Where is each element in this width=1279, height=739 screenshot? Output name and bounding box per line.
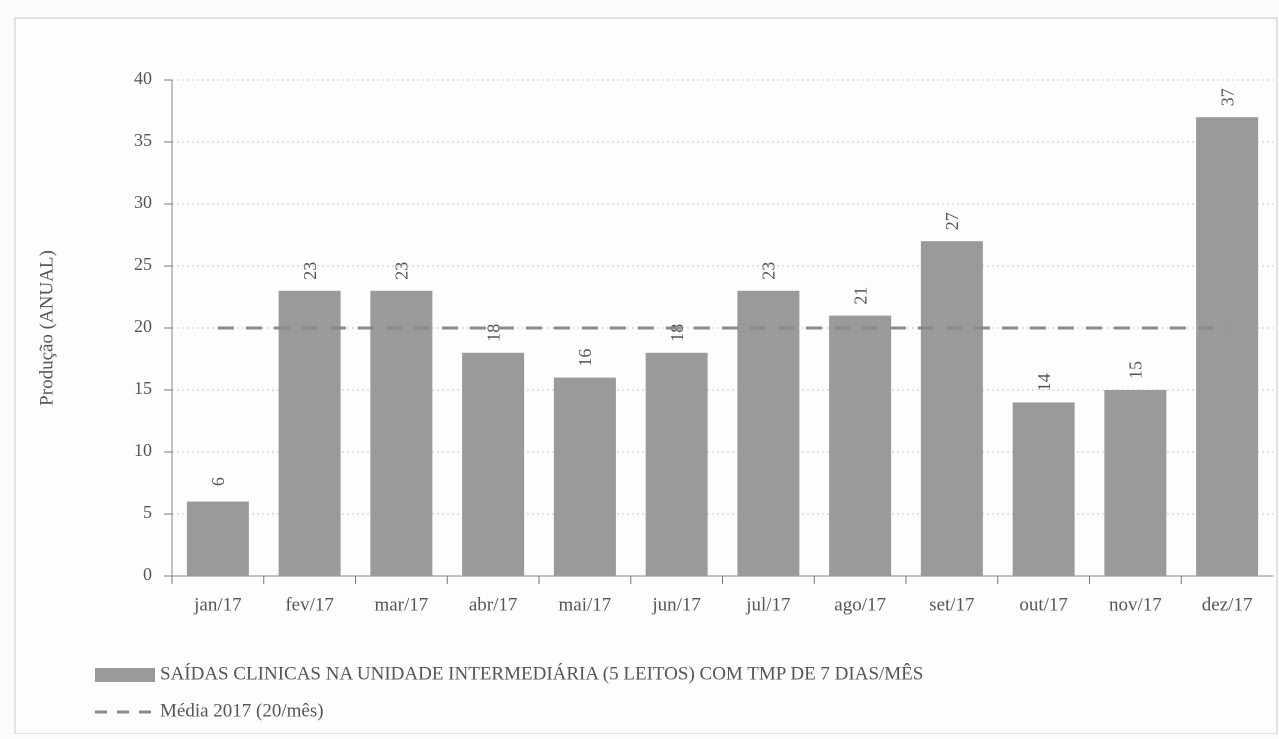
bar	[829, 315, 892, 576]
y-tick-label: 20	[134, 316, 152, 336]
legend-label: SAÍDAS CLINICAS NA UNIDADE INTERMEDIÁRIA…	[160, 662, 923, 684]
y-tick-label: 40	[134, 68, 152, 88]
data-label: 6	[208, 477, 228, 486]
data-label: 23	[300, 262, 320, 280]
data-label: 16	[575, 349, 595, 367]
bar	[920, 241, 983, 576]
x-tick-label: jul/17	[745, 594, 790, 615]
bar	[278, 290, 341, 576]
bar	[1104, 390, 1167, 576]
y-tick-label: 35	[134, 130, 152, 150]
x-tick-label: ago/17	[834, 594, 886, 615]
y-tick-label: 0	[143, 564, 152, 584]
x-tick-label: set/17	[929, 594, 974, 615]
bar	[1012, 402, 1075, 576]
data-label: 23	[759, 262, 779, 280]
x-tick-label: mar/17	[374, 594, 428, 615]
data-label: 27	[942, 212, 962, 230]
legend-label: Média 2017 (20/mês)	[160, 700, 324, 721]
y-tick-label: 25	[134, 254, 152, 274]
bar	[462, 352, 525, 576]
data-label: 15	[1126, 361, 1146, 379]
x-tick-label: jun/17	[651, 594, 701, 615]
bar	[737, 290, 800, 576]
y-tick-label: 30	[134, 192, 152, 212]
data-label: 23	[392, 262, 412, 280]
x-tick-label: jan/17	[193, 594, 242, 615]
data-label: 21	[850, 287, 870, 305]
bar	[645, 352, 708, 576]
x-tick-label: out/17	[1019, 594, 1068, 615]
data-label: 14	[1034, 373, 1054, 391]
bar	[553, 377, 616, 576]
x-tick-label: fev/17	[285, 594, 334, 615]
x-tick-label: abr/17	[469, 594, 518, 615]
y-axis-label: Produção (ANUAL)	[36, 250, 57, 406]
y-tick-label: 10	[134, 440, 152, 460]
y-tick-label: 5	[143, 502, 152, 522]
bar	[1196, 117, 1259, 576]
legend-swatch	[95, 668, 155, 682]
bar	[370, 290, 433, 576]
data-label: 37	[1217, 88, 1237, 106]
x-tick-label: nov/17	[1109, 594, 1162, 615]
x-tick-label: dez/17	[1202, 594, 1253, 615]
x-tick-label: mai/17	[558, 594, 611, 615]
bar	[186, 501, 249, 576]
y-tick-label: 15	[134, 378, 152, 398]
